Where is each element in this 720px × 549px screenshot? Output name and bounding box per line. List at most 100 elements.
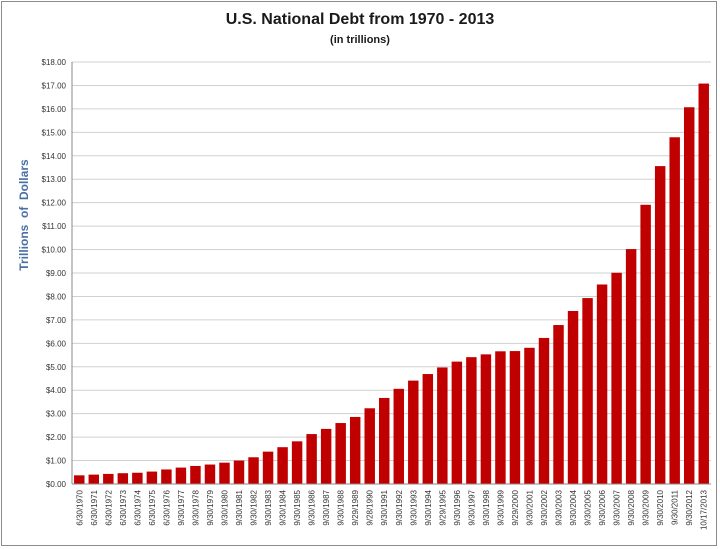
bar	[480, 354, 492, 484]
y-tick-label: $17.00	[42, 81, 67, 90]
x-tick-label: 9/30/2009	[642, 489, 651, 525]
x-tick-label: 9/30/1979	[206, 489, 215, 525]
x-tick-label: 6/30/1972	[104, 489, 113, 525]
x-tick-label: 9/30/1997	[467, 489, 476, 525]
bar	[422, 374, 434, 484]
x-tick-label: 9/30/1982	[250, 489, 259, 525]
x-tick-label: 6/30/1970	[75, 489, 84, 525]
bar	[306, 434, 317, 484]
x-tick-label: 9/29/1995	[438, 489, 447, 525]
bar	[524, 347, 535, 484]
y-tick-label: $1.00	[46, 457, 67, 466]
y-tick-label: $6.00	[46, 339, 67, 348]
bar	[175, 467, 187, 484]
bar	[596, 284, 608, 484]
y-tick-label: $16.00	[42, 105, 67, 114]
y-tick-label: $5.00	[46, 363, 67, 372]
x-tick-label: 9/30/1999	[496, 489, 505, 525]
x-tick-label: 9/30/2012	[685, 489, 694, 525]
bar	[567, 310, 579, 484]
x-tick-label: 9/30/2011	[671, 489, 680, 525]
bar	[466, 357, 477, 484]
y-axis-ticks: $0.00 $1.00 $2.00 $3.00 $4.00 $5.00 $6.00 $7.00…	[42, 58, 67, 489]
bar	[451, 361, 463, 484]
bar	[277, 447, 288, 484]
bar	[654, 166, 666, 485]
x-tick-label: 9/30/1984	[279, 489, 288, 525]
bar	[103, 473, 114, 484]
x-tick-label: 9/30/1992	[395, 489, 404, 525]
y-tick-label: $14.00	[42, 152, 67, 161]
bar	[204, 464, 216, 484]
bar	[146, 471, 158, 484]
chart-subtitle: (in trillions)	[330, 34, 390, 46]
x-tick-label: 9/30/2008	[627, 489, 636, 525]
x-tick-label: 6/30/1973	[119, 489, 128, 525]
axes	[71, 62, 711, 485]
y-tick-label: $4.00	[46, 386, 67, 395]
bar	[335, 423, 346, 484]
x-tick-label: 9/30/2007	[613, 489, 622, 525]
bar	[408, 380, 419, 484]
x-tick-label: 9/30/1996	[453, 489, 462, 525]
y-tick-label: $15.00	[42, 128, 67, 137]
x-tick-label: 9/28/1990	[366, 489, 375, 525]
y-tick-label: $10.00	[42, 246, 67, 255]
y-tick-label: $7.00	[46, 316, 67, 325]
bar	[219, 462, 230, 484]
x-tick-label: 9/30/1985	[293, 489, 302, 525]
bar	[117, 473, 129, 484]
bar	[320, 428, 332, 484]
x-tick-label: 9/30/1993	[409, 489, 418, 525]
bar	[190, 465, 201, 484]
bar	[509, 351, 521, 484]
x-tick-label: 6/30/1976	[162, 489, 171, 525]
x-tick-label: 9/30/2001	[525, 489, 534, 525]
y-tick-label: $12.00	[42, 199, 67, 208]
x-tick-label: 9/30/1977	[177, 489, 186, 525]
y-tick-label: $11.00	[42, 222, 66, 231]
bar	[233, 460, 245, 484]
bar	[582, 298, 593, 484]
bar	[640, 204, 651, 484]
x-tick-label: 9/30/2006	[598, 489, 607, 525]
bar	[161, 469, 172, 484]
x-tick-label: 9/30/1983	[264, 489, 273, 525]
bar	[349, 416, 361, 484]
x-tick-label: 9/29/2000	[511, 489, 520, 525]
x-tick-label: 9/30/1987	[322, 489, 331, 525]
chart-title: U.S. National Debt from 1970 - 2013	[225, 11, 495, 28]
bars	[74, 83, 709, 485]
bar	[364, 408, 375, 484]
y-tick-label: $18.00	[42, 58, 67, 67]
x-tick-label: 10/17/2013	[700, 489, 709, 530]
y-tick-label: $0.00	[46, 480, 67, 489]
y-tick-label: $3.00	[46, 410, 67, 419]
x-axis-ticks: 6/30/1970 6/30/1971 6/30/1972 6/30/1973 6/30…	[75, 489, 708, 530]
bar	[248, 457, 259, 484]
bar	[74, 475, 85, 484]
y-tick-label: $2.00	[46, 433, 67, 442]
bar	[553, 325, 564, 484]
bar	[262, 451, 274, 484]
bar	[538, 337, 550, 484]
x-tick-label: 9/30/1981	[235, 489, 244, 525]
bar	[625, 249, 637, 484]
bar	[611, 272, 622, 484]
x-tick-label: 9/30/1978	[191, 489, 200, 525]
bar	[393, 388, 404, 484]
x-tick-label: 9/30/1980	[220, 489, 229, 525]
x-tick-label: 6/30/1975	[148, 489, 157, 525]
x-tick-label: 9/30/2010	[656, 489, 665, 525]
bar	[683, 107, 695, 485]
x-tick-label: 6/30/1971	[90, 489, 99, 525]
x-tick-label: 9/30/1988	[337, 489, 346, 525]
x-tick-label: 9/30/1994	[424, 489, 433, 525]
x-tick-label: 9/30/1991	[380, 489, 389, 525]
x-tick-label: 9/30/2003	[555, 489, 564, 525]
x-tick-label: 9/30/2004	[569, 489, 578, 525]
x-tick-label: 9/29/1989	[351, 489, 360, 525]
bar	[132, 472, 143, 484]
y-tick-label: $8.00	[46, 292, 67, 301]
